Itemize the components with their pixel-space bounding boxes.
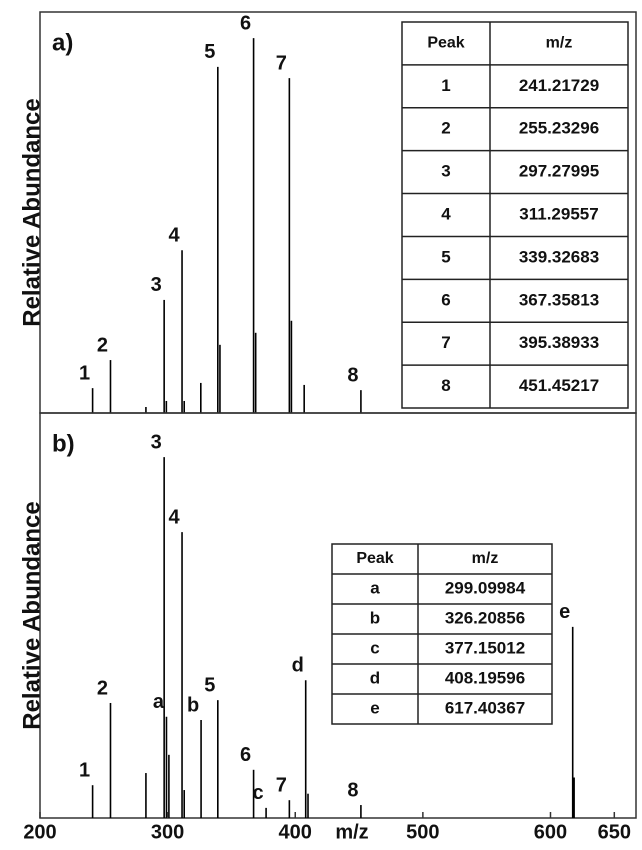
peak-label: 7 (276, 774, 287, 796)
peak-label: 3 (151, 431, 162, 453)
x-tick-label: 500 (406, 821, 439, 843)
peak-label: 6 (240, 12, 251, 34)
table-cell: 377.15012 (445, 638, 525, 657)
x-tick-label: 600 (534, 821, 567, 843)
peak-label: 4 (168, 224, 180, 246)
table-cell: e (370, 698, 379, 717)
table-header: m/z (546, 35, 573, 52)
peak-label: b (187, 694, 199, 716)
table-cell: 6 (441, 290, 450, 309)
table-header: Peak (356, 550, 393, 567)
x-axis-label: m/z (335, 821, 368, 843)
table-header: m/z (472, 550, 499, 567)
peak-label: a (153, 691, 165, 713)
table-cell: 617.40367 (445, 698, 525, 717)
table-cell: 241.21729 (519, 76, 599, 95)
table-cell: 8 (441, 376, 450, 395)
peak-label: 1 (79, 759, 90, 781)
y-axis-label: Relative Abundance (18, 98, 45, 327)
table-cell: 367.35813 (519, 290, 599, 309)
peak-label: 2 (97, 334, 108, 356)
table-cell: 326.20856 (445, 608, 525, 627)
peak-label: 2 (97, 677, 108, 699)
table-header: Peak (427, 35, 464, 52)
table-cell: c (370, 638, 379, 657)
table-cell: 299.09984 (445, 578, 526, 597)
panel-frame (39, 412, 637, 819)
panel-label: a) (52, 29, 73, 56)
peak-label: 8 (347, 779, 358, 801)
peak-label: 7 (276, 52, 287, 74)
table-cell: 297.27995 (519, 162, 599, 181)
table-cell: 311.29557 (519, 204, 598, 223)
x-tick-label: 200 (23, 821, 56, 843)
panel-label: b) (52, 430, 75, 457)
table-cell: 1 (441, 76, 450, 95)
table-cell: 255.23296 (519, 119, 599, 138)
peak-label: 5 (204, 674, 215, 696)
x-tick-label: 650 (598, 821, 631, 843)
y-axis-label: Relative Abundance (18, 501, 45, 730)
table-cell: 451.45217 (519, 376, 599, 395)
table-cell: 7 (441, 333, 450, 352)
table-cell: 408.19596 (445, 668, 525, 687)
peak-label: 8 (347, 364, 358, 386)
table-cell: 339.32683 (519, 247, 599, 266)
peak-label: 4 (168, 506, 180, 528)
table-cell: 3 (441, 162, 450, 181)
table-cell: 4 (441, 204, 451, 223)
table-cell: d (370, 668, 380, 687)
table-cell: a (370, 578, 380, 597)
peak-label: 3 (151, 274, 162, 296)
table-cell: 5 (441, 247, 450, 266)
peak-label: c (253, 782, 264, 804)
x-tick-label: 400 (279, 821, 312, 843)
peak-label: 5 (204, 41, 215, 63)
peak-label: d (292, 655, 304, 677)
table-frame (401, 21, 629, 409)
table-cell: b (370, 608, 380, 627)
peak-label: e (559, 601, 570, 623)
table-cell: 2 (441, 119, 450, 138)
table-cell: 395.38933 (519, 333, 599, 352)
peak-label: 1 (79, 362, 90, 384)
x-tick-label: 300 (151, 821, 184, 843)
peak-label: 6 (240, 744, 251, 766)
